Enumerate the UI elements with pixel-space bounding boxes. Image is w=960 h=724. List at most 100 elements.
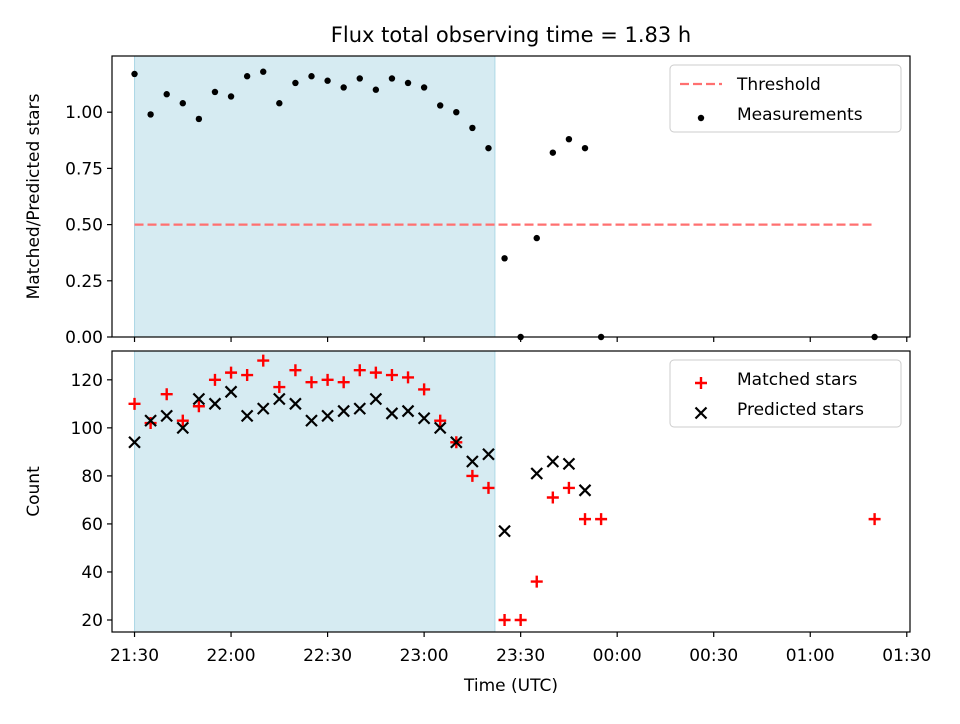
y-tick-label: 40 xyxy=(81,563,103,583)
legend-entry-label: Predicted stars xyxy=(737,400,864,420)
y-axis-label: Matched/Predicted stars xyxy=(24,93,44,299)
axes-frame xyxy=(111,350,911,633)
predicted-star-point xyxy=(192,392,206,406)
x-axis-label: Time (UTC) xyxy=(463,676,558,696)
matched-star-point xyxy=(434,414,447,427)
measurement-point xyxy=(404,79,412,87)
matched-star-point xyxy=(530,575,543,588)
matched-star-point xyxy=(369,366,382,379)
x-tick-label: 21:30 xyxy=(110,646,159,666)
x-tick-label: 00:00 xyxy=(593,646,642,666)
matched-star-point xyxy=(241,369,254,382)
legend-entry-label: Threshold xyxy=(736,75,821,95)
predicted-star-point xyxy=(224,385,238,399)
measurement-point xyxy=(308,73,315,80)
measurement-point xyxy=(453,109,460,116)
matched-star-point xyxy=(128,397,141,410)
matched-star-point xyxy=(160,388,173,401)
predicted-star-point xyxy=(450,435,463,449)
legend-entry-label: Matched stars xyxy=(737,370,857,390)
predicted-star-point xyxy=(562,457,576,471)
matched-star-point xyxy=(353,364,366,377)
predicted-star-point xyxy=(498,524,511,538)
predicted-star-point xyxy=(240,409,254,423)
matched-star-point xyxy=(337,376,350,389)
observing-window-span xyxy=(134,351,495,632)
matched-star-point xyxy=(305,376,318,389)
matched-star-point xyxy=(546,491,559,504)
matched-star-point xyxy=(257,354,270,367)
matched-star-point xyxy=(208,373,221,386)
legend-measurement-swatch xyxy=(697,114,705,122)
predicted-star-point xyxy=(321,409,334,423)
predicted-star-point xyxy=(401,404,415,418)
measurement-point xyxy=(211,88,219,96)
predicted-star-point xyxy=(160,409,173,423)
measurement-point xyxy=(581,144,589,152)
y-tick-label: 0.25 xyxy=(65,272,103,292)
measurement-point xyxy=(549,149,557,156)
y-tick-label: 80 xyxy=(81,467,103,487)
legend-box xyxy=(669,64,902,133)
predicted-star-point xyxy=(289,397,302,411)
x-tick-label: 01:00 xyxy=(786,646,835,666)
legend-box xyxy=(669,359,902,428)
observing-window-span xyxy=(134,56,495,337)
legend-entry-label: Measurements xyxy=(737,105,863,125)
measurement-point xyxy=(372,86,380,93)
predicted-star-point xyxy=(144,414,157,427)
matched-star-point xyxy=(225,366,238,379)
y-tick-label: 1.00 xyxy=(65,103,103,123)
measurement-point xyxy=(260,68,267,75)
measurement-point xyxy=(147,111,154,118)
y-tick-label: 0.50 xyxy=(65,216,103,236)
measurement-point xyxy=(565,135,573,143)
measurement-point xyxy=(501,255,508,262)
predicted-star-point xyxy=(578,484,592,497)
matched-star-point xyxy=(192,400,205,413)
matched-star-point xyxy=(273,381,286,394)
predicted-star-point xyxy=(433,421,447,435)
measurement-point xyxy=(131,70,138,78)
predicted-star-point xyxy=(385,407,399,420)
predicted-star-point xyxy=(128,435,141,449)
predicted-star-point xyxy=(353,402,367,415)
measurement-point xyxy=(437,102,444,109)
x-tick-label: 00:30 xyxy=(689,646,738,666)
x-tick-label: 22:00 xyxy=(207,646,256,666)
predicted-star-point xyxy=(546,455,560,468)
measurement-point xyxy=(227,93,235,100)
matched-star-point xyxy=(418,383,431,396)
axes-frame xyxy=(111,55,911,338)
measurement-point xyxy=(420,84,428,91)
measurement-point xyxy=(292,79,299,87)
x-tick-label: 01:30 xyxy=(882,646,931,666)
matched-star-point xyxy=(321,373,334,386)
measurement-point xyxy=(533,234,540,242)
top-panel: 0.00 0.25 0.50 0.75 1.00 Matched/Predicted st… xyxy=(24,55,911,348)
y-tick-label: 120 xyxy=(71,371,103,391)
matched-star-point xyxy=(482,481,495,494)
predicted-star-point xyxy=(369,392,383,406)
measurement-point xyxy=(485,144,492,152)
predicted-star-point xyxy=(208,397,222,411)
measurement-point xyxy=(324,77,331,84)
x-tick-label: 22:30 xyxy=(303,646,352,666)
measurement-point xyxy=(163,91,170,98)
figure-title: Flux total observing time = 1.83 h xyxy=(331,23,691,47)
legend-predicted-swatch xyxy=(694,406,708,420)
measurement-point xyxy=(356,75,363,82)
predicted-star-point xyxy=(305,414,318,427)
matched-star-point xyxy=(562,481,575,494)
matched-star-point xyxy=(176,414,189,427)
y-tick-label: 0.75 xyxy=(65,159,103,179)
y-axis-label: Count xyxy=(24,466,44,517)
matched-star-point xyxy=(514,613,527,626)
matched-star-point xyxy=(579,513,592,526)
matched-star-point xyxy=(868,513,881,526)
matched-star-point xyxy=(402,371,415,384)
matched-star-point xyxy=(466,469,479,482)
matched-star-point xyxy=(289,364,302,377)
y-tick-label: 0.00 xyxy=(65,328,103,348)
